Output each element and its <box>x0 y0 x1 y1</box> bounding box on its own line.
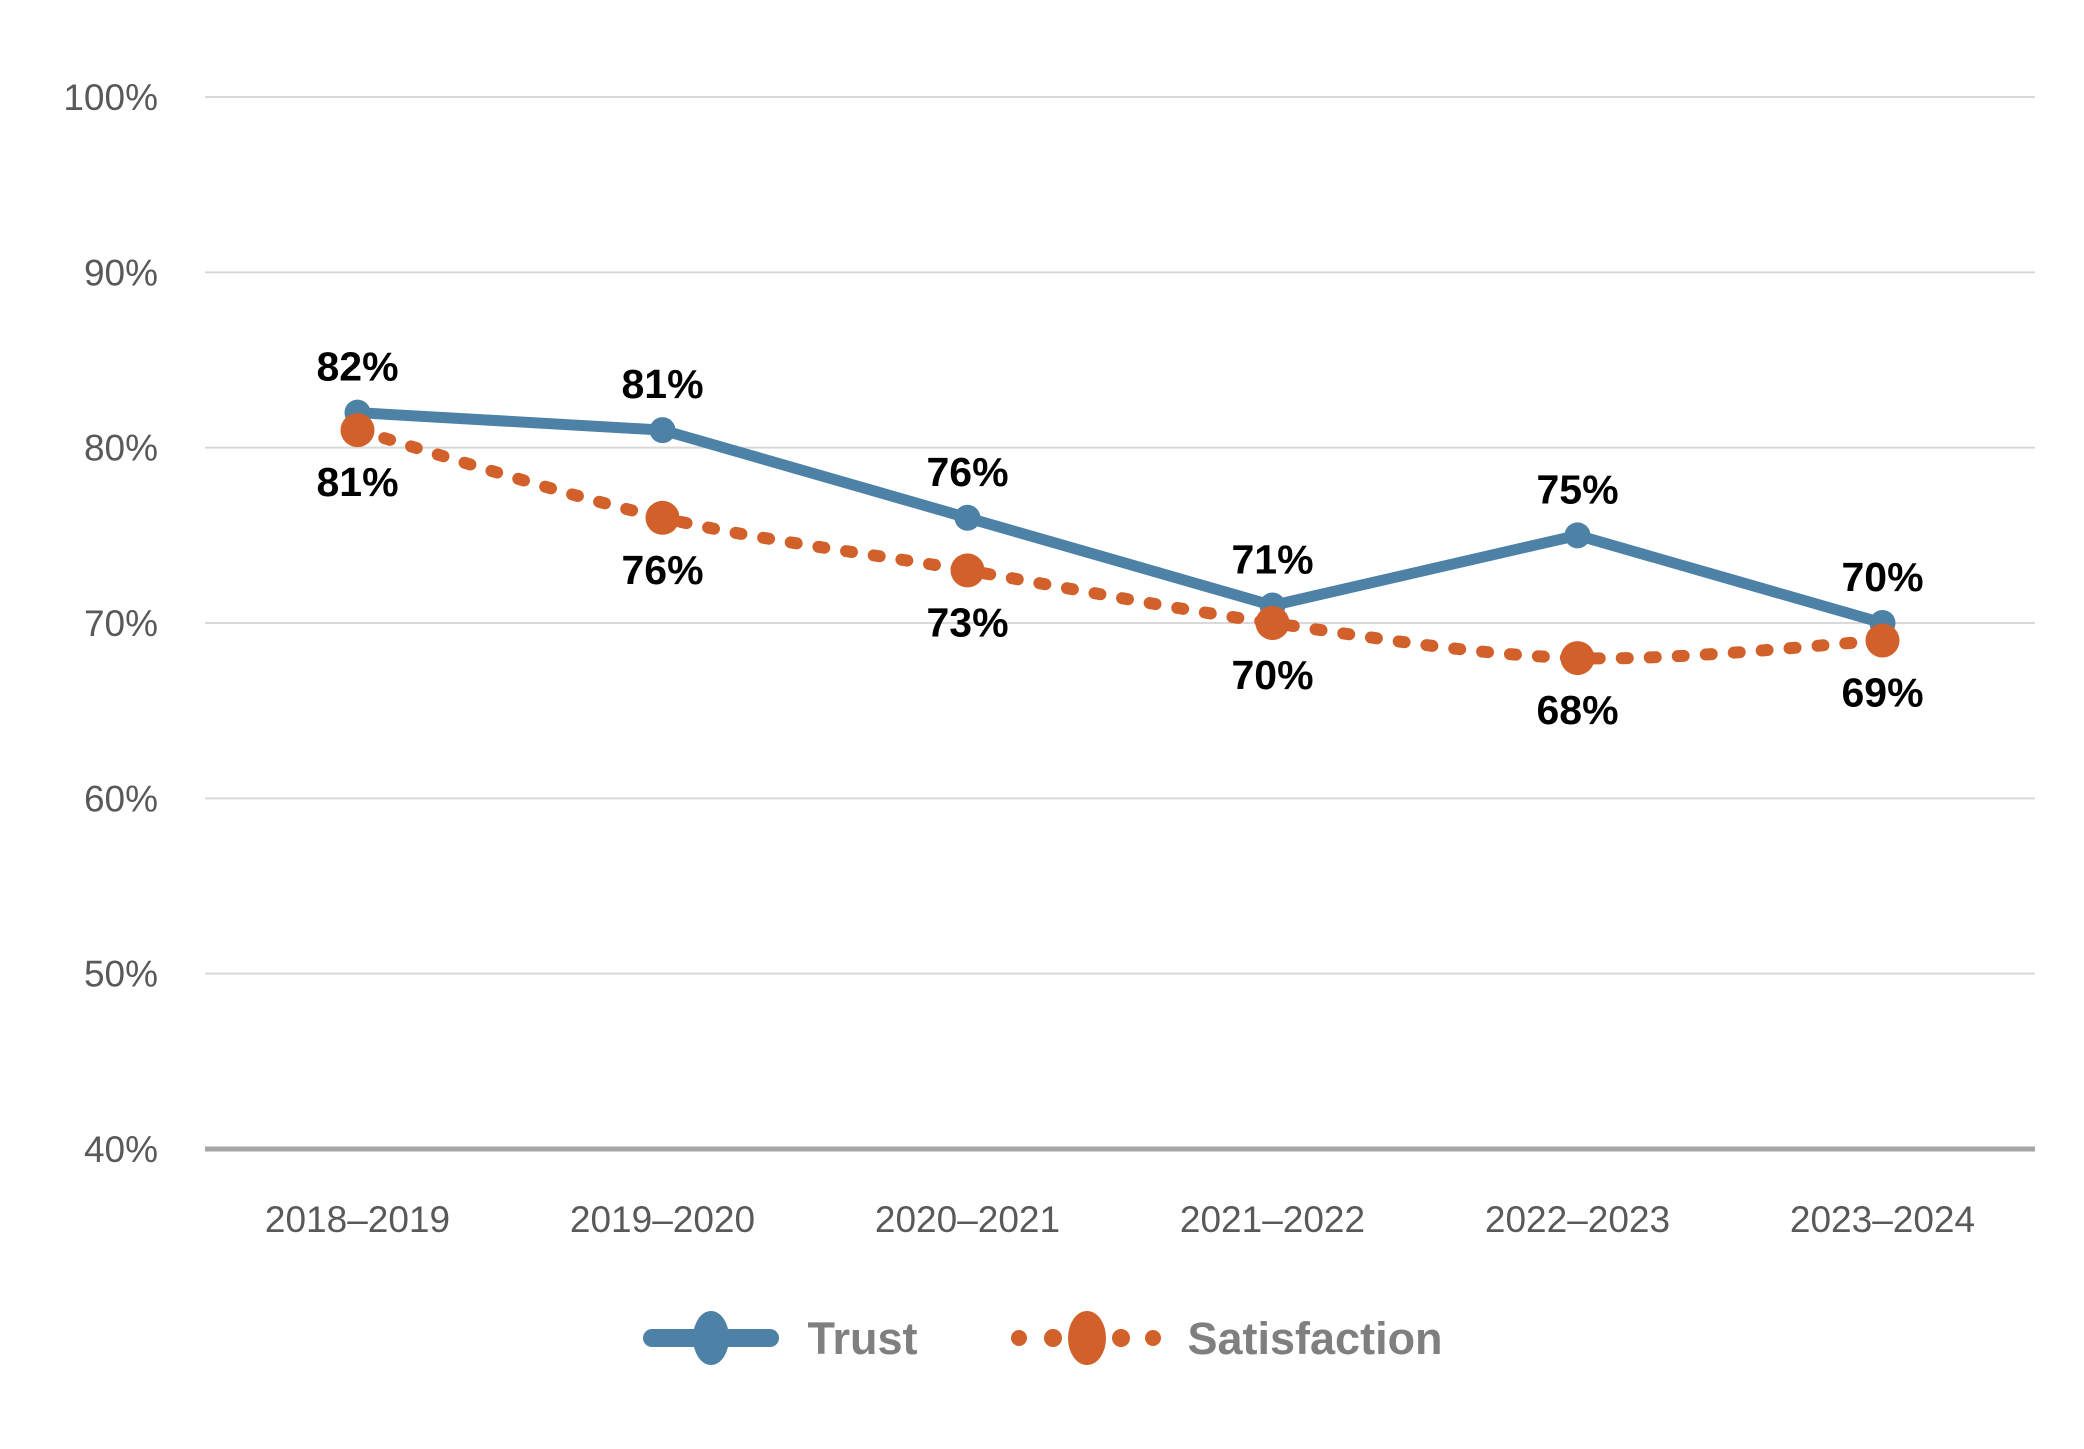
y-tick-label: 60% <box>84 778 158 819</box>
x-tick-label: 2023–2024 <box>1790 1199 1975 1240</box>
satisfaction-series-swatch-icon <box>1011 1311 1162 1365</box>
legend: Trust Satisfaction <box>0 1306 2084 1370</box>
y-tick-label: 40% <box>84 1129 158 1170</box>
legend-label-satisfaction: Satisfaction <box>1187 1312 1443 1364</box>
satisfaction-data-label: 73% <box>926 599 1008 645</box>
x-tick-label: 2020–2021 <box>875 1199 1060 1240</box>
y-tick-label: 70% <box>84 603 158 644</box>
satisfaction-data-label: 70% <box>1231 652 1313 698</box>
legend-item-trust: Trust <box>641 1306 917 1370</box>
trust-marker <box>954 504 981 531</box>
legend-label-trust: Trust <box>807 1312 918 1364</box>
x-tick-label: 2022–2023 <box>1485 1199 1670 1240</box>
trust-data-label: 76% <box>926 449 1008 495</box>
y-tick-label: 50% <box>84 954 158 995</box>
satisfaction-marker <box>340 413 375 448</box>
y-tick-label: 100% <box>63 77 158 118</box>
trust-data-label: 82% <box>316 344 398 390</box>
x-tick-label: 2018–2019 <box>265 1199 450 1240</box>
satisfaction-marker <box>1255 606 1290 640</box>
trust-data-label: 70% <box>1841 554 1923 600</box>
satisfaction-marker <box>645 500 680 535</box>
trust-marker <box>649 417 676 444</box>
satisfaction-data-label: 69% <box>1841 670 1923 716</box>
trust-marker <box>1564 522 1591 549</box>
satisfaction-data-label: 81% <box>316 459 398 505</box>
satisfaction-data-label: 76% <box>621 547 703 593</box>
trust-data-label: 81% <box>621 361 703 407</box>
satisfaction-marker <box>1865 623 1900 658</box>
satisfaction-line <box>351 424 1889 665</box>
trust-data-label: 75% <box>1536 466 1618 512</box>
y-tick-label: 80% <box>84 428 158 469</box>
trust-data-label: 71% <box>1231 536 1313 582</box>
satisfaction-marker <box>950 553 985 588</box>
satisfaction-data-label: 68% <box>1536 687 1618 733</box>
x-tick-label: 2021–2022 <box>1180 1199 1365 1240</box>
y-tick-label: 90% <box>84 252 158 293</box>
trust-series-swatch-icon <box>643 1311 780 1365</box>
x-tick-label: 2019–2020 <box>570 1199 755 1240</box>
satisfaction-marker <box>1560 641 1595 676</box>
trust-line <box>352 407 1888 629</box>
legend-item-satisfaction: Satisfaction <box>1009 1306 1443 1370</box>
